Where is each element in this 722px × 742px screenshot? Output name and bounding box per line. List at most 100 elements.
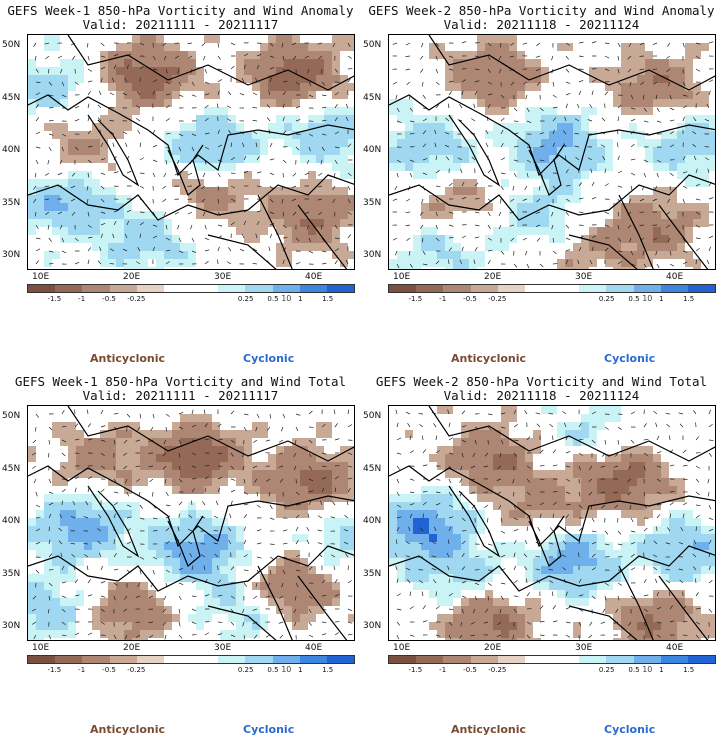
wind-arrow (578, 527, 583, 532)
colorbar-swatch (687, 285, 716, 292)
wind-arrow (669, 144, 675, 148)
wind-arrow (178, 426, 184, 430)
wind-arrow (459, 491, 463, 497)
wind-arrow (333, 409, 336, 415)
coastline (658, 204, 709, 269)
wind-arrow (448, 578, 451, 584)
latitude-label: 50N (363, 40, 382, 50)
coastline (389, 174, 715, 221)
wind-arrow (31, 608, 37, 612)
wind-arrow (552, 237, 554, 243)
wind-arrow (461, 41, 467, 44)
wind-arrow (230, 500, 233, 506)
wind-arrow (242, 142, 245, 148)
colorbar (388, 284, 716, 293)
latitude-label: 45N (363, 92, 382, 103)
wind-arrow (630, 94, 634, 100)
wind-arrow (470, 145, 476, 148)
wind-arrow (654, 578, 658, 584)
wind-arrow (191, 424, 197, 428)
wind-arrow (513, 145, 519, 148)
wind-arrow (627, 68, 632, 73)
wind-arrow (434, 142, 437, 148)
wind-arrow (293, 608, 297, 614)
wind-arrow (461, 181, 465, 187)
wind-arrow (279, 595, 284, 599)
wind-arrow (565, 169, 569, 174)
wind-arrow (682, 449, 687, 454)
wind-arrow (392, 198, 398, 201)
colorbar-tick-label: -0.5 (463, 295, 477, 303)
wind-arrow (394, 185, 398, 191)
wind-arrow (486, 517, 489, 523)
colorbar-swatch (326, 656, 355, 663)
wind-arrow (394, 552, 398, 558)
wind-arrow (510, 198, 515, 202)
wind-arrow (509, 55, 515, 58)
wind-arrow (448, 55, 454, 58)
wind-arrow (241, 77, 245, 83)
wind-arrow (334, 423, 338, 428)
wind-arrow (484, 452, 489, 457)
colorbar-unit: 10 (642, 294, 653, 303)
coastline (28, 94, 354, 177)
coastline (28, 545, 354, 592)
wind-arrow (48, 513, 52, 519)
wind-arrow (535, 68, 541, 72)
coastline (428, 35, 715, 91)
wind-arrow (347, 211, 352, 216)
wind-arrow (48, 491, 54, 494)
wind-arrow (392, 81, 398, 85)
valid-period: Valid: 20211111 - 20211117 (82, 388, 279, 403)
coastline (297, 575, 348, 640)
wind-arrow (32, 595, 37, 600)
wind-arrow (256, 542, 262, 545)
wind-arrow (217, 487, 220, 493)
vorticity-field (28, 406, 354, 640)
wind-arrow (292, 55, 297, 60)
wind-arrow (578, 224, 584, 226)
wind-arrow (269, 504, 273, 509)
wind-arrow (405, 42, 411, 46)
wind-arrow (204, 237, 210, 241)
wind-arrow (321, 633, 327, 636)
wind-arrow (148, 621, 154, 624)
colorbar-swatch (82, 285, 110, 292)
wind-arrow (34, 172, 37, 178)
colorbar-swatch (524, 285, 553, 292)
wind-arrow (470, 621, 476, 625)
wind-arrow (461, 595, 467, 599)
longitude-label: 20E (123, 272, 141, 282)
wind-arrow (178, 412, 184, 415)
wind-arrow (629, 237, 632, 243)
wind-arrow (407, 579, 411, 584)
wind-arrow (498, 55, 502, 61)
wind-arrow (552, 513, 555, 519)
wind-arrow (500, 582, 506, 585)
wind-arrow (522, 198, 528, 201)
coastline (448, 114, 501, 187)
wind-arrow (422, 250, 426, 256)
wind-arrow (551, 591, 554, 597)
wind-arrow (320, 159, 323, 165)
wind-arrow (228, 247, 232, 252)
wind-arrow (448, 478, 452, 484)
wind-arrow (617, 185, 623, 188)
wind-arrow (123, 452, 128, 456)
wind-arrow (548, 542, 554, 545)
wind-arrow (565, 526, 567, 532)
wind-arrow (139, 65, 144, 70)
wind-arrow (652, 42, 658, 45)
wind-arrow (499, 452, 502, 458)
wind-arrow (204, 249, 210, 252)
colorbar-swatch (470, 285, 498, 292)
wind-arrow (461, 581, 467, 584)
wind-arrow (191, 580, 197, 584)
coastline (167, 144, 204, 196)
wind-arrow (474, 80, 480, 83)
wind-arrow (97, 104, 102, 109)
wind-arrow (282, 211, 285, 217)
wind-arrow (256, 504, 261, 508)
wind-arrow (35, 55, 37, 61)
wind-arrow (708, 491, 710, 497)
